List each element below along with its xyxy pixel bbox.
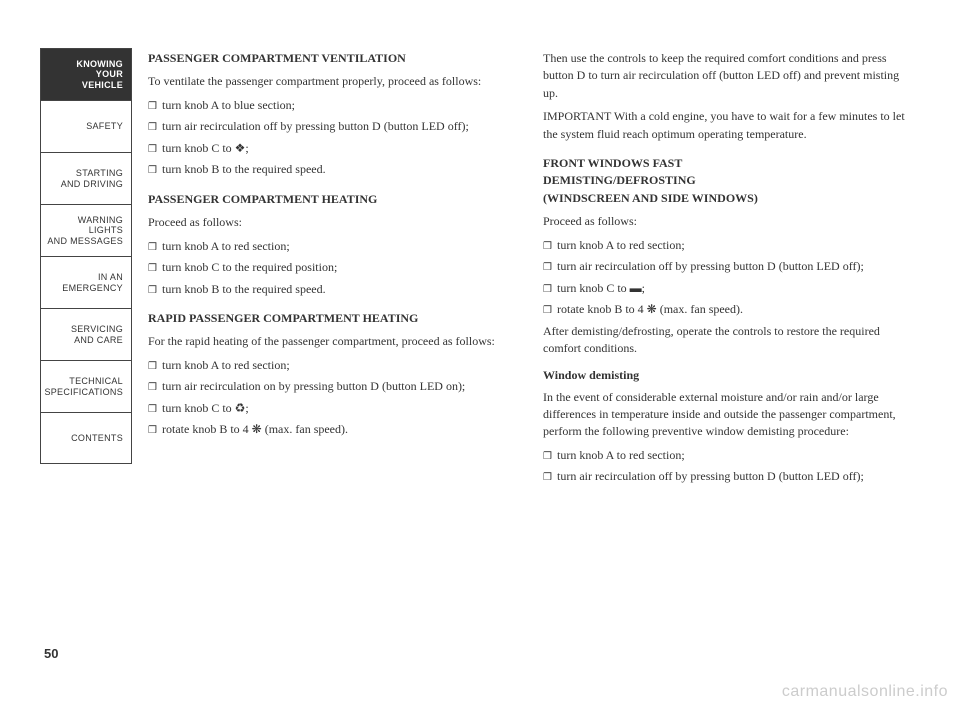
right-column: Then use the controls to keep the requir… — [543, 50, 908, 490]
bullet-item: turn knob B to the required speed. — [148, 161, 513, 179]
bullet-icon — [148, 259, 162, 277]
bullet-icon — [148, 421, 162, 439]
bullet-item: turn air recirculation off by pressing b… — [543, 468, 908, 486]
bullet-item: turn knob A to red section; — [543, 447, 908, 465]
tab-emergency[interactable]: IN ANEMERGENCY — [40, 256, 132, 308]
bullet-text: turn knob B to the required speed. — [162, 281, 513, 299]
heading-ventilation: PASSENGER COMPARTMENT VENTILATION — [148, 50, 513, 67]
bullet-icon — [148, 400, 162, 418]
tab-label: SAFETY — [86, 121, 123, 131]
bullet-text: turn knob A to red section; — [162, 238, 513, 256]
bullet-text: turn knob C to ▬; — [557, 280, 908, 298]
bullet-item: turn knob A to blue section; — [148, 97, 513, 115]
tab-contents[interactable]: CONTENTS — [40, 412, 132, 464]
bullet-text: turn knob A to red section; — [162, 357, 513, 375]
paragraph: After demisting/defrosting, operate the … — [543, 323, 908, 358]
bullet-item: turn air recirculation on by pressing bu… — [148, 378, 513, 396]
bullet-icon — [148, 140, 162, 158]
paragraph: Then use the controls to keep the requir… — [543, 50, 908, 102]
tab-safety[interactable]: SAFETY — [40, 100, 132, 152]
bullet-icon — [543, 237, 557, 255]
bullet-item: turn air recirculation off by pressing b… — [543, 258, 908, 276]
bullet-icon — [543, 447, 557, 465]
paragraph: In the event of considerable external mo… — [543, 389, 908, 441]
bullet-text: turn knob C to ❖; — [162, 140, 513, 158]
tab-warning-lights[interactable]: WARNING LIGHTSAND MESSAGES — [40, 204, 132, 256]
bullet-text: turn knob B to the required speed. — [162, 161, 513, 179]
watermark: carmanualsonline.info — [782, 683, 948, 701]
heading-demisting: FRONT WINDOWS FAST DEMISTING/DEFROSTING … — [543, 155, 908, 207]
bullet-text: turn air recirculation off by pressing b… — [557, 468, 908, 486]
tab-technical[interactable]: TECHNICALSPECIFICATIONS — [40, 360, 132, 412]
bullet-text: turn knob C to ♻; — [162, 400, 513, 418]
bullet-icon — [543, 258, 557, 276]
bullet-item: turn knob A to red section; — [543, 237, 908, 255]
bullet-item: turn knob C to ♻; — [148, 400, 513, 418]
heading-line: FRONT WINDOWS FAST — [543, 155, 908, 172]
bullet-text: rotate knob B to 4 ❋ (max. fan speed). — [162, 421, 513, 439]
subheading-window-demisting: Window demisting — [543, 367, 908, 384]
bullet-icon — [148, 118, 162, 136]
tab-label: TECHNICALSPECIFICATIONS — [44, 376, 123, 397]
tab-label: SERVICINGAND CARE — [71, 324, 123, 345]
bullet-icon — [543, 301, 557, 319]
bullet-icon — [148, 378, 162, 396]
paragraph: To ventilate the passenger compartment p… — [148, 73, 513, 90]
bullet-item: turn knob A to red section; — [148, 357, 513, 375]
bullet-icon — [148, 161, 162, 179]
bullet-item: turn knob C to ❖; — [148, 140, 513, 158]
heading-heating: PASSENGER COMPARTMENT HEATING — [148, 191, 513, 208]
tab-label: WARNING LIGHTSAND MESSAGES — [45, 215, 123, 246]
bullet-text: turn air recirculation on by pressing bu… — [162, 378, 513, 396]
bullet-icon — [543, 280, 557, 298]
bullet-icon — [148, 97, 162, 115]
sidebar-tabs: KNOWINGYOURVEHICLE SAFETY STARTINGAND DR… — [40, 48, 132, 464]
tab-starting-driving[interactable]: STARTINGAND DRIVING — [40, 152, 132, 204]
bullet-icon — [543, 468, 557, 486]
left-column: PASSENGER COMPARTMENT VENTILATION To ven… — [148, 50, 513, 490]
bullet-icon — [148, 281, 162, 299]
bullet-icon — [148, 238, 162, 256]
page-number: 50 — [44, 646, 58, 661]
bullet-text: turn knob A to blue section; — [162, 97, 513, 115]
tab-label: IN ANEMERGENCY — [62, 272, 123, 293]
bullet-text: turn knob A to red section; — [557, 447, 908, 465]
bullet-item: turn knob A to red section; — [148, 238, 513, 256]
paragraph: Proceed as follows: — [543, 213, 908, 230]
bullet-item: rotate knob B to 4 ❋ (max. fan speed). — [543, 301, 908, 319]
bullet-text: turn knob C to the required position; — [162, 259, 513, 277]
heading-line: DEMISTING/DEFROSTING — [543, 172, 908, 189]
bullet-text: turn air recirculation off by pressing b… — [162, 118, 513, 136]
heading-line: (WINDSCREEN AND SIDE WINDOWS) — [543, 190, 908, 207]
content-area: PASSENGER COMPARTMENT VENTILATION To ven… — [148, 50, 908, 490]
bullet-item: turn knob C to ▬; — [543, 280, 908, 298]
tab-knowing-vehicle[interactable]: KNOWINGYOURVEHICLE — [40, 48, 132, 100]
paragraph: IMPORTANT With a cold engine, you have t… — [543, 108, 908, 143]
tab-label: STARTINGAND DRIVING — [61, 168, 123, 189]
bullet-item: turn knob B to the required speed. — [148, 281, 513, 299]
tab-label: KNOWINGYOURVEHICLE — [76, 59, 123, 90]
tab-label: CONTENTS — [71, 433, 123, 443]
bullet-icon — [148, 357, 162, 375]
paragraph: Proceed as follows: — [148, 214, 513, 231]
bullet-text: rotate knob B to 4 ❋ (max. fan speed). — [557, 301, 908, 319]
bullet-text: turn knob A to red section; — [557, 237, 908, 255]
paragraph: For the rapid heating of the passenger c… — [148, 333, 513, 350]
bullet-item: turn knob C to the required position; — [148, 259, 513, 277]
tab-servicing[interactable]: SERVICINGAND CARE — [40, 308, 132, 360]
bullet-text: turn air recirculation off by pressing b… — [557, 258, 908, 276]
bullet-item: rotate knob B to 4 ❋ (max. fan speed). — [148, 421, 513, 439]
page: KNOWINGYOURVEHICLE SAFETY STARTINGAND DR… — [0, 0, 960, 709]
bullet-item: turn air recirculation off by pressing b… — [148, 118, 513, 136]
heading-rapid-heating: RAPID PASSENGER COMPARTMENT HEATING — [148, 310, 513, 327]
